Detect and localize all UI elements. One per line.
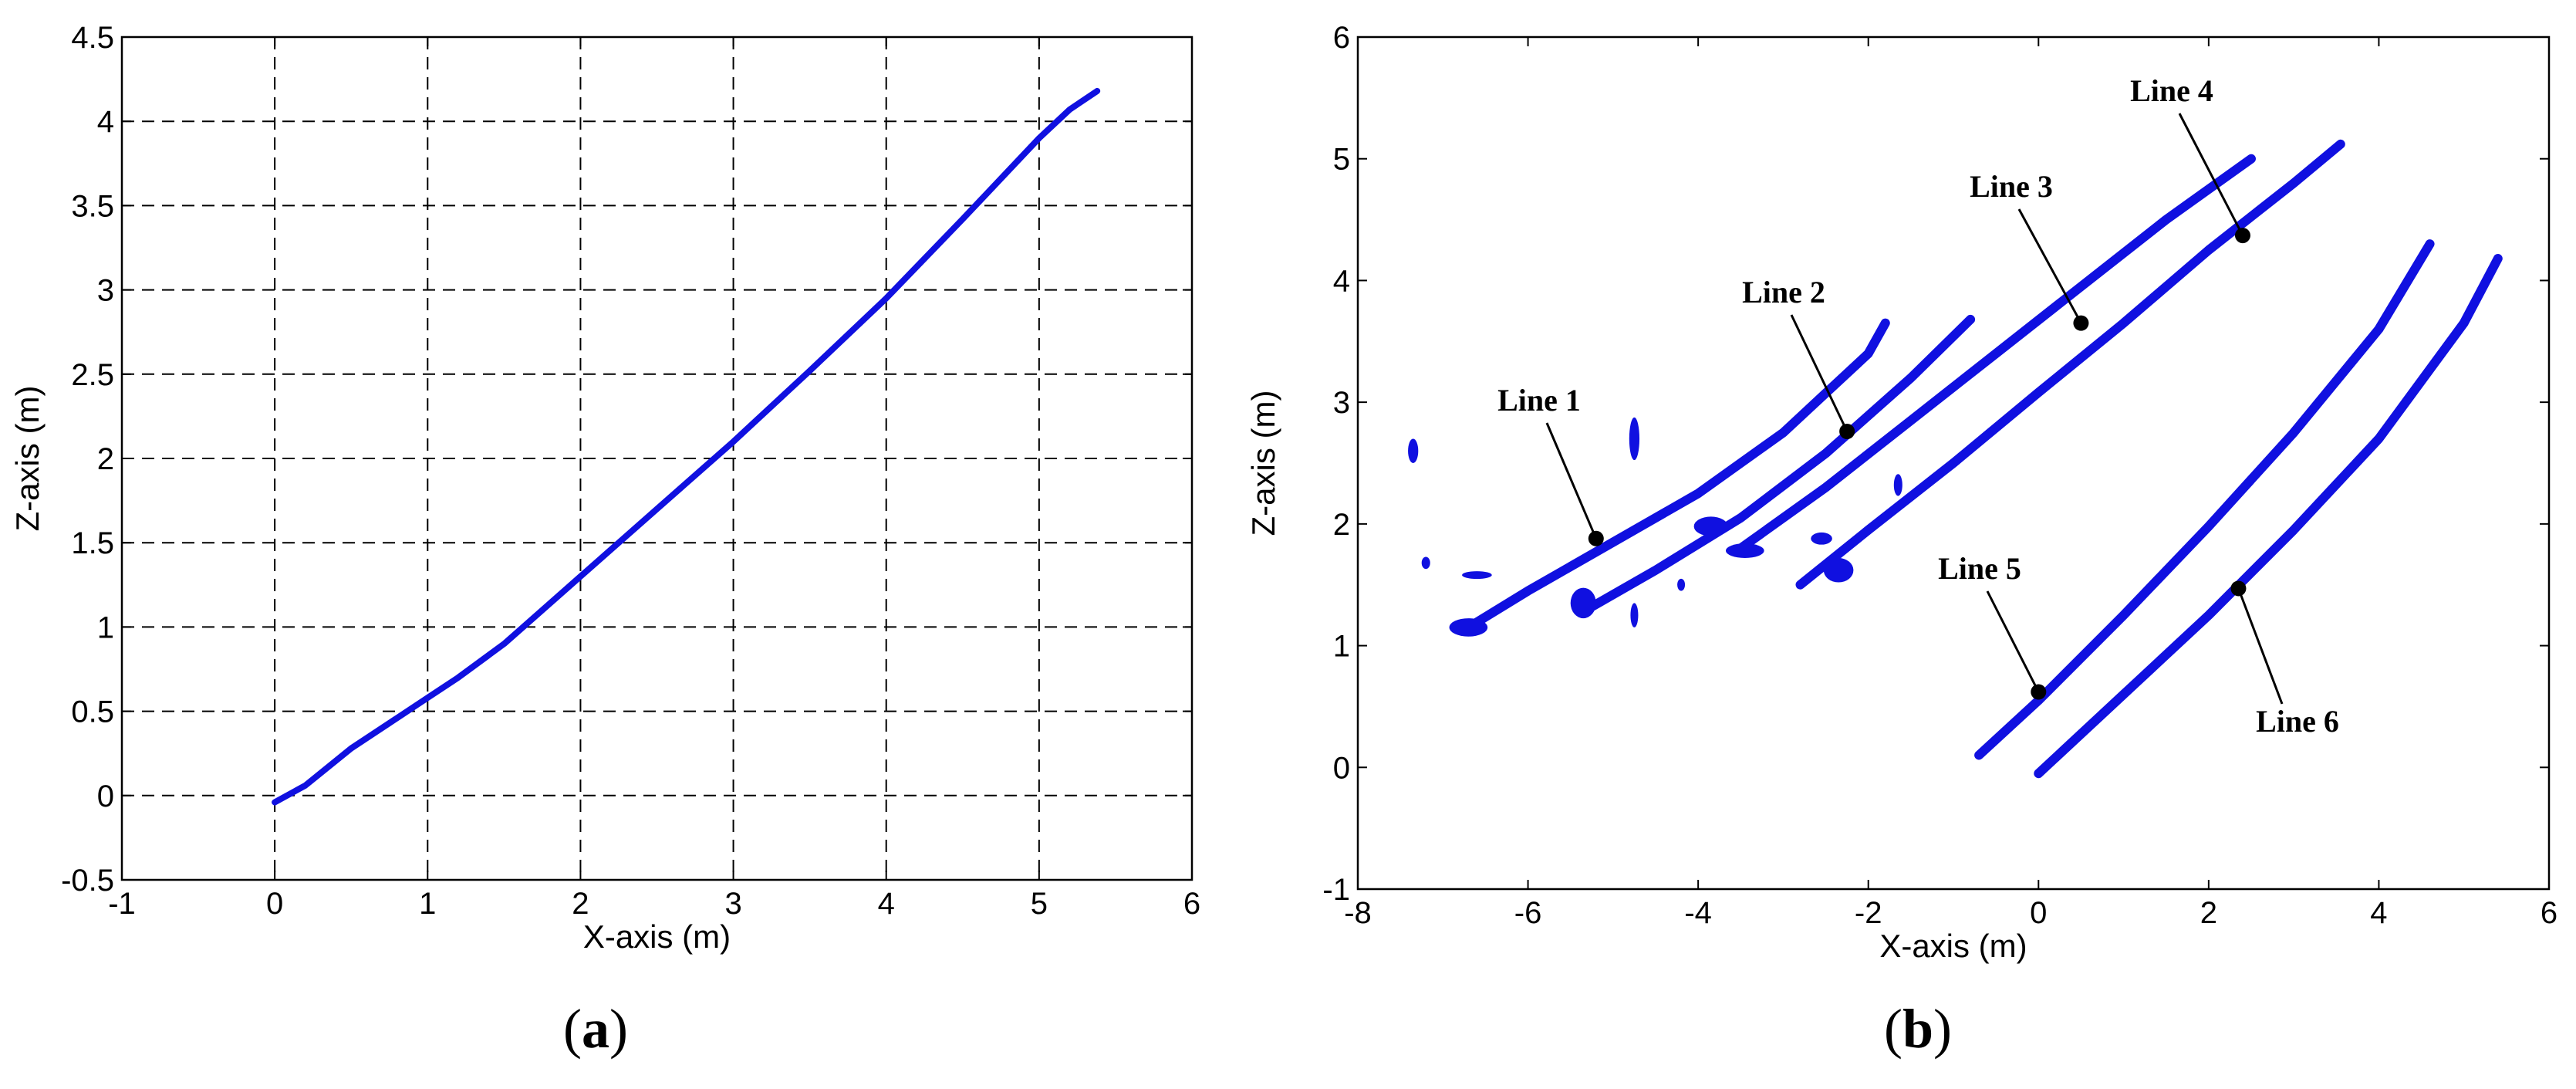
scan-line <box>2034 254 2503 779</box>
y-axis-label: Z-axis (m) <box>9 386 46 532</box>
x-tick-label: 1 <box>419 887 436 921</box>
y-tick-label: 6 <box>1333 21 1350 55</box>
annotation-leader <box>1545 422 1598 539</box>
y-tick-label: 3.5 <box>71 189 114 223</box>
annotation-dot <box>2230 580 2247 597</box>
series-line <box>272 87 1101 806</box>
y-tick-label: 5 <box>1333 143 1350 177</box>
y-tick-label: 1.5 <box>71 526 114 560</box>
point-cluster <box>1421 556 1430 570</box>
scan-line <box>1464 318 1890 632</box>
y-tick-label: 0 <box>1333 751 1350 785</box>
x-tick-label: 6 <box>1183 887 1200 921</box>
annotation-label: Line 5 <box>1938 551 2021 586</box>
annotation-dot <box>1839 423 1855 439</box>
annotation-dot <box>2234 228 2250 244</box>
x-tick-label: -8 <box>1344 896 1372 930</box>
x-tick-label: 0 <box>2030 896 2047 930</box>
x-tick-label: 4 <box>878 887 895 921</box>
point-cluster <box>1811 532 1832 545</box>
x-axis-label: X-axis (m) <box>583 918 731 955</box>
y-tick-label: 2 <box>97 442 114 476</box>
annotation-leader <box>1986 590 2040 693</box>
y-tick-label: 4 <box>97 105 114 139</box>
scan-line <box>1974 239 2435 760</box>
x-tick-label: 4 <box>2370 896 2387 930</box>
y-axis-label: Z-axis (m) <box>1245 391 1281 536</box>
point-cluster <box>1823 558 1854 583</box>
x-tick-label: -1 <box>108 887 136 921</box>
scan-line <box>1736 154 2256 553</box>
x-tick-label: -6 <box>1514 896 1542 930</box>
point-cluster <box>1408 438 1419 463</box>
panel-label-b: (b) <box>1884 998 1952 1060</box>
y-tick-label: 1 <box>97 610 114 644</box>
x-tick-label: -4 <box>1684 896 1712 930</box>
annotation-leader <box>2237 587 2284 705</box>
point-cluster <box>1462 571 1492 580</box>
annotation-leader <box>2178 113 2244 236</box>
scan-line <box>1582 314 1976 614</box>
point-cluster <box>1449 618 1488 637</box>
plot-frame <box>1356 36 2551 891</box>
annotation-label: Line 2 <box>1742 275 1825 309</box>
x-axis-label: X-axis (m) <box>1879 928 2027 964</box>
y-tick-label: 4 <box>1333 264 1350 298</box>
point-cluster <box>1629 417 1640 461</box>
y-tick-label: 2.5 <box>71 358 114 392</box>
y-tick-label: -1 <box>1322 873 1350 907</box>
y-tick-label: 0.5 <box>71 695 114 729</box>
x-tick-label: 2 <box>2200 896 2217 930</box>
x-tick-label: 3 <box>724 887 741 921</box>
point-cluster <box>1570 587 1596 619</box>
annotation-dot <box>2031 684 2047 700</box>
chart-b: -8 -6 -4 -2 0 2 4 6 -1 0 1 2 3 4 5 6 X-axis (m) Z-axis (m… <box>1245 21 2557 964</box>
scan-line <box>1795 139 2345 590</box>
point-cluster <box>1693 516 1728 536</box>
y-tick-label: 3 <box>1333 386 1350 420</box>
annotation-label: Line 3 <box>1970 169 2053 204</box>
annotation-leader <box>1790 314 1848 432</box>
point-cluster <box>1677 578 1686 591</box>
point-cluster <box>1725 543 1764 559</box>
point-cluster <box>1893 474 1902 496</box>
panel-label-a: (a) <box>563 998 628 1060</box>
x-tick-label: 0 <box>266 887 283 921</box>
annotation-label: Line 4 <box>2130 73 2213 108</box>
y-tick-label: 1 <box>1333 630 1350 664</box>
y-tick-label: 4.5 <box>71 21 114 55</box>
annotation-leader <box>2017 208 2082 324</box>
x-tick-label: 2 <box>572 887 589 921</box>
chart-a: -1 0 1 2 3 4 5 6 -0.5 0 0.5 1 1.5 2 2.5 3 3.5 4 4.5 X-axis … <box>9 21 1200 955</box>
x-tick-label: -2 <box>1855 896 1882 930</box>
x-tick-label: 6 <box>2541 896 2557 930</box>
annotation-dot <box>2073 315 2089 331</box>
y-tick-label: -0.5 <box>61 864 114 898</box>
annotation-label: Line 6 <box>2256 704 2339 739</box>
x-tick-label: 5 <box>1031 887 1048 921</box>
annotation-label: Line 1 <box>1497 383 1581 418</box>
y-tick-label: 3 <box>97 274 114 308</box>
y-tick-label: 0 <box>97 780 114 813</box>
y-tick-label: 2 <box>1333 508 1350 542</box>
annotation-dot <box>1588 530 1604 546</box>
point-cluster <box>1630 603 1639 627</box>
